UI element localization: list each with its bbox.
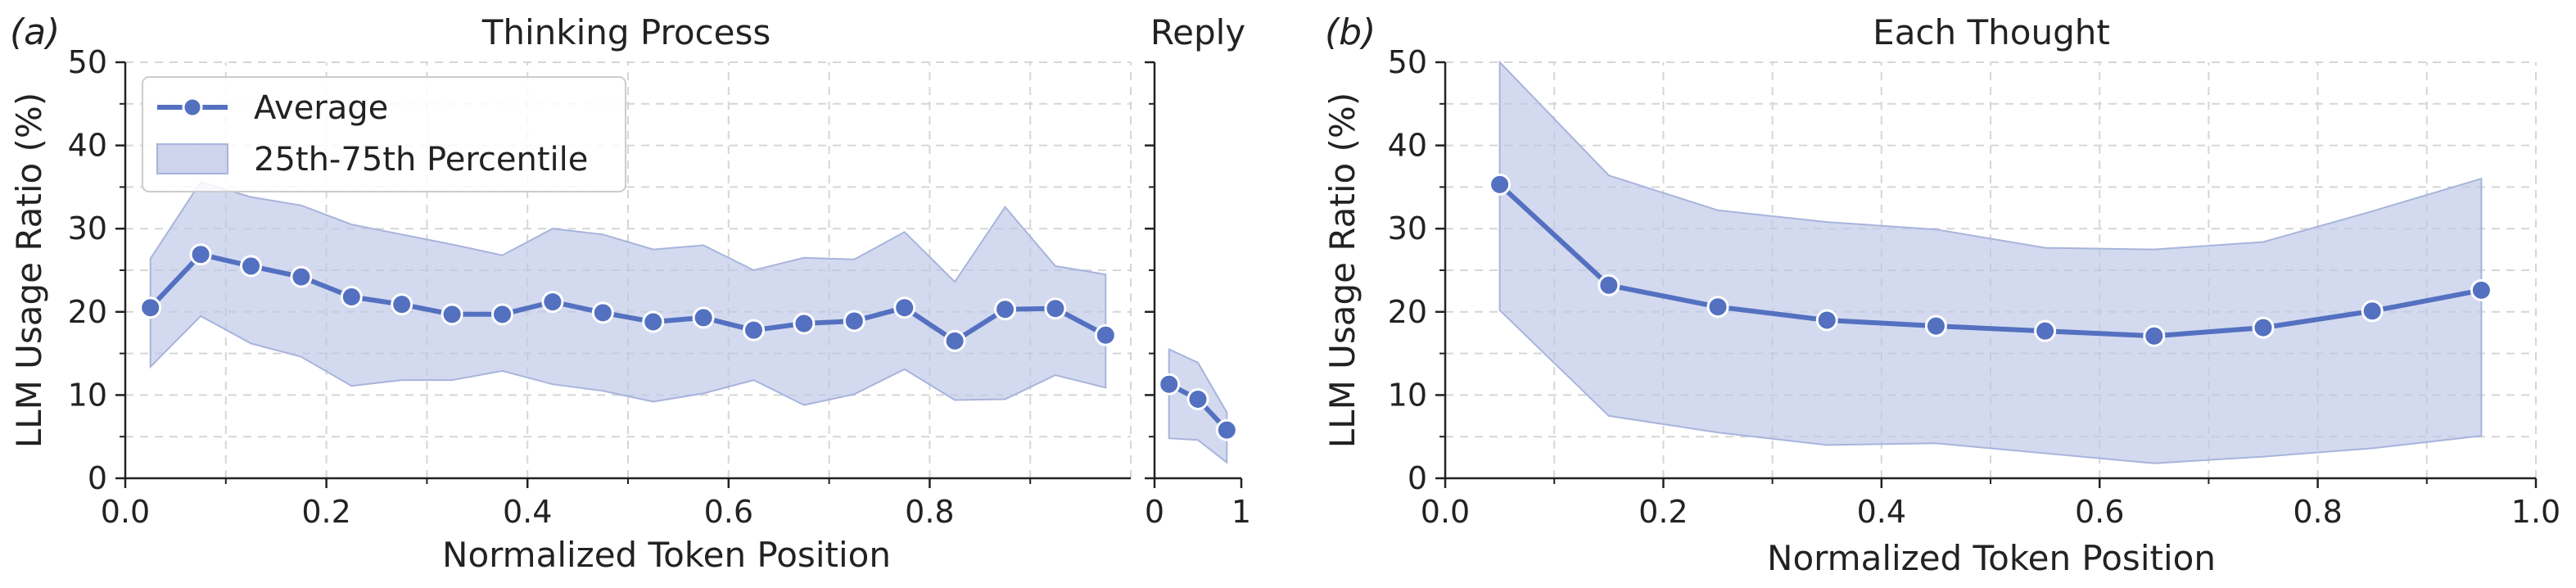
thought-y-tick-label: 40 — [1388, 128, 1427, 164]
thinking-average-point — [591, 301, 614, 324]
thinking-average-markers — [139, 243, 1117, 352]
thinking-average-point — [391, 293, 414, 316]
thought-average-line-layer — [1498, 183, 2482, 339]
thinking-percentile-band — [149, 181, 1107, 406]
thought-average-point — [1815, 309, 1838, 332]
reply-title: Reply — [1150, 12, 1245, 52]
legend-average-label: Average — [254, 89, 388, 127]
panel-letter-a: (a) — [10, 11, 60, 53]
thinking-x-tick-label: 0.6 — [704, 494, 753, 530]
thinking-percentile-band-layer — [149, 181, 1107, 406]
thinking-y-tick-label: 30 — [68, 210, 107, 247]
thinking-x-tick-label: 0.8 — [905, 494, 954, 530]
thought-average-point — [1598, 274, 1620, 296]
legend-band-swatch — [156, 143, 228, 174]
thinking-title: Thinking Process — [481, 12, 771, 52]
thinking-average-point — [139, 296, 162, 319]
reply-average-markers — [1158, 373, 1238, 441]
thinking-average-point — [189, 243, 212, 266]
thought-percentile-band — [1498, 60, 2483, 464]
thinking-y-ticks: 0 10 20 30 40 50 — [68, 44, 125, 496]
panel-letter-b: (b) — [1325, 11, 1376, 53]
thinking-y-tick-label: 0 — [88, 460, 107, 496]
thought-x-tick-label: 0.0 — [1421, 494, 1470, 530]
thought-x-axis-label: Normalized Token Position — [1767, 538, 2216, 578]
reply-average-point — [1158, 373, 1181, 396]
thought-y-tick-label: 10 — [1388, 377, 1427, 413]
thought-average-line — [1498, 183, 2482, 339]
thought-x-tick-label: 0.4 — [1857, 494, 1906, 530]
thinking-average-point — [692, 306, 715, 329]
each-thought-panel: 0.0 0.2 0.4 0.6 0.8 1.0 0 10 20 30 40 50 (b) Each … — [1322, 11, 2560, 578]
legend: Average 25th-75th Percentile — [142, 76, 626, 192]
thought-x-tick-label: 0.6 — [2075, 494, 2124, 530]
thought-y-axis-label: LLM Usage Ratio (%) — [1322, 93, 1363, 448]
thought-x-tick-label: 0.8 — [2293, 494, 2342, 530]
thought-x-ticks: 0.0 0.2 0.4 0.6 0.8 1.0 — [1421, 478, 2560, 530]
thinking-average-point — [441, 303, 463, 326]
thinking-average-point — [1044, 297, 1067, 320]
thought-y-tick-label: 20 — [1388, 294, 1427, 330]
legend-average-marker — [182, 97, 203, 118]
thought-average-point — [2470, 278, 2492, 301]
thought-y-ticks: 0 10 20 30 40 50 — [1388, 44, 1445, 496]
thinking-y-axis-label: LLM Usage Ratio (%) — [9, 93, 49, 448]
thinking-x-tick-label: 0.0 — [101, 494, 150, 530]
thought-y-tick-label: 50 — [1388, 44, 1427, 80]
reply-y-ticks — [1145, 61, 1155, 480]
thought-average-markers — [1489, 173, 2492, 347]
thinking-average-point — [743, 319, 765, 341]
legend-band-label: 25th-75th Percentile — [254, 141, 588, 179]
thought-percentile-band-layer — [1498, 60, 2483, 464]
thinking-y-tick-label: 50 — [68, 44, 107, 80]
thinking-average-point — [491, 303, 513, 326]
thinking-average-point — [541, 291, 564, 314]
thought-title: Each Thought — [1873, 12, 2110, 52]
thinking-average-point — [642, 310, 665, 333]
thinking-average-point — [240, 255, 262, 278]
thinking-average-point — [290, 265, 313, 288]
thinking-average-point — [340, 286, 363, 309]
reply-average-point — [1215, 418, 1238, 441]
legend-box — [142, 76, 626, 192]
thought-average-point — [1924, 314, 1947, 337]
thinking-average-point — [1094, 323, 1117, 346]
thinking-average-point — [793, 312, 816, 335]
reply-x-tick-label: 1 — [1232, 494, 1251, 530]
thought-average-point — [2143, 324, 2166, 347]
thinking-y-tick-label: 10 — [68, 377, 107, 413]
thinking-x-axis-label: Normalized Token Position — [442, 535, 891, 575]
thinking-average-point — [943, 329, 966, 352]
thought-average-point — [1706, 296, 1729, 319]
thinking-average-point — [893, 296, 916, 319]
thought-average-point — [2361, 300, 2384, 323]
thought-average-point — [2034, 319, 2057, 342]
thinking-y-tick-label: 20 — [68, 294, 107, 330]
thought-y-tick-label: 30 — [1388, 210, 1427, 247]
thinking-average-point — [843, 310, 865, 332]
thought-average-point — [2252, 316, 2275, 339]
reply-x-tick-label: 0 — [1145, 494, 1164, 530]
thought-x-tick-label: 1.0 — [2511, 494, 2560, 530]
thinking-x-tick-label: 0.2 — [301, 494, 350, 530]
thinking-average-point — [994, 298, 1016, 321]
thought-average-point — [1489, 173, 1512, 196]
thought-y-tick-label: 0 — [1408, 460, 1427, 496]
thinking-process-panel: 0.0 0.2 0.4 0.6 0.8 0 10 20 30 40 50 (a) Thinking… — [9, 11, 1132, 575]
reply-average-point — [1186, 387, 1209, 410]
thinking-x-tick-label: 0.4 — [503, 494, 552, 530]
thinking-y-tick-label: 40 — [68, 128, 107, 164]
thinking-x-ticks: 0.0 0.2 0.4 0.6 0.8 — [101, 478, 1032, 530]
thought-x-tick-label: 0.2 — [1638, 494, 1688, 530]
